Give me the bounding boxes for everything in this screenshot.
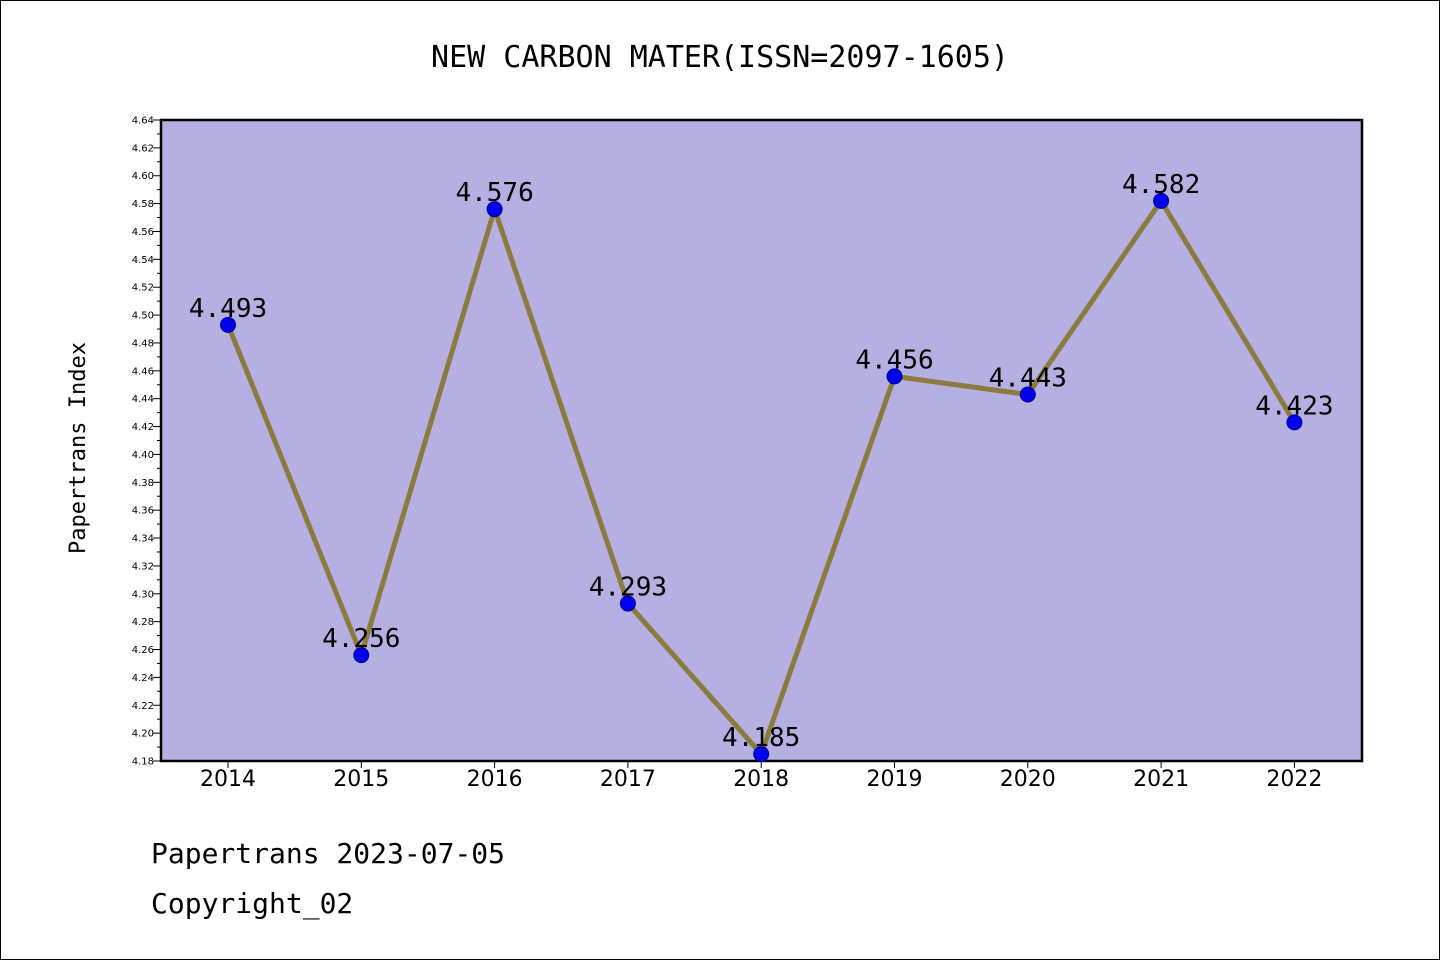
y-tick-label: 4.40	[132, 450, 154, 461]
data-label: 4.456	[855, 345, 933, 375]
data-point	[619, 595, 636, 612]
data-point	[220, 316, 236, 333]
data-point	[486, 201, 503, 218]
y-tick-label: 4.26	[132, 645, 154, 656]
y-tick-label: 4.38	[132, 478, 154, 489]
y-tick-label: 4.60	[132, 171, 154, 182]
y-tick-label: 4.18	[132, 757, 154, 768]
footer-copyright: Copyright_02	[151, 887, 354, 920]
data-point	[886, 368, 903, 385]
y-tick-label: 4.44	[132, 394, 154, 405]
data-markers	[220, 192, 1303, 763]
y-tick-label: 4.64	[132, 116, 154, 127]
data-point	[353, 647, 370, 664]
data-point	[1286, 414, 1303, 431]
y-tick-label: 4.56	[132, 227, 154, 238]
y-tick-label: 4.52	[132, 283, 154, 294]
y-axis-label: Papertrans Index	[66, 342, 91, 554]
data-point	[753, 746, 770, 763]
data-label: 4.582	[1122, 170, 1200, 200]
data-label: 4.293	[589, 573, 667, 603]
y-tick-label: 4.32	[132, 561, 154, 572]
y-tick-label: 4.46	[132, 366, 154, 377]
x-axis-ticks: 2014 2015 2016 2017 2018 2019 2020 2021 2022	[200, 761, 1322, 792]
y-tick-label: 4.50	[132, 311, 154, 322]
y-axis-ticks: 4.18 4.20 4.22 4.24 4.26 4.28 4.30 4.32 4.34 4.36…	[132, 116, 161, 768]
x-tick-label: 2016	[467, 767, 523, 792]
x-tick-label: 2018	[733, 767, 789, 792]
y-tick-label: 4.42	[132, 422, 154, 433]
footer-date: Papertrans 2023-07-05	[151, 837, 506, 870]
data-labels: 4.493 4.256 4.576 4.293 4.185 4.456 4.443 4.582…	[189, 170, 1334, 753]
y-tick-label: 4.58	[132, 199, 154, 210]
y-tick-label: 4.36	[132, 506, 154, 517]
data-point	[1153, 192, 1170, 209]
data-label: 4.423	[1255, 391, 1333, 421]
plot-area	[159, 118, 1364, 763]
data-point	[1019, 386, 1036, 403]
y-tick-label: 4.24	[132, 673, 154, 684]
y-tick-label: 4.34	[132, 534, 154, 545]
chart-title: NEW CARBON MATER(ISSN=2097-1605)	[431, 40, 1009, 75]
data-label: 4.185	[722, 723, 800, 753]
data-label: 4.256	[322, 624, 400, 654]
x-tick-label: 2017	[600, 767, 656, 792]
x-tick-label: 2019	[867, 767, 923, 792]
x-tick-label: 2021	[1133, 767, 1189, 792]
x-tick-label: 2014	[200, 767, 256, 792]
y-tick-label: 4.22	[132, 701, 154, 712]
y-tick-label: 4.62	[132, 143, 154, 154]
y-tick-label: 4.30	[132, 589, 154, 600]
x-tick-label: 2020	[1000, 767, 1056, 792]
x-tick-label: 2015	[333, 767, 389, 792]
y-tick-label: 4.20	[132, 729, 154, 740]
data-label: 4.493	[189, 294, 267, 324]
data-label: 4.443	[989, 364, 1067, 394]
y-tick-label: 4.28	[132, 617, 154, 628]
x-tick-label: 2022	[1266, 767, 1322, 792]
y-tick-label: 4.54	[132, 255, 154, 266]
y-tick-label: 4.48	[132, 338, 154, 349]
data-label: 4.576	[455, 178, 533, 208]
